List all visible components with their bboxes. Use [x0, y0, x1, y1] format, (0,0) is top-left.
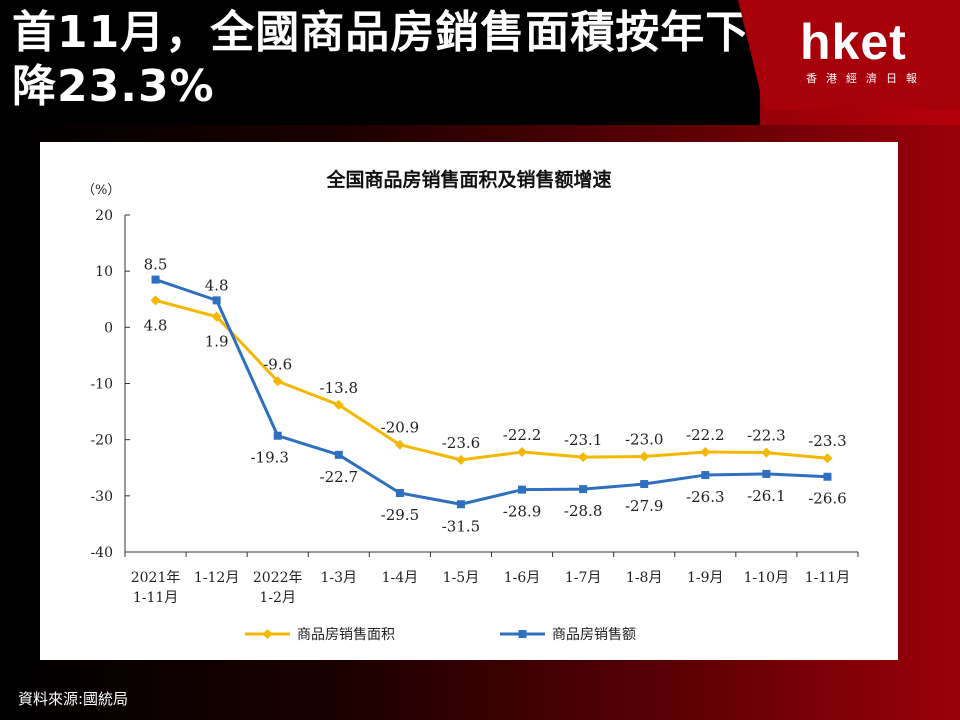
data-point: [334, 450, 343, 459]
data-label: -26.6: [808, 490, 846, 508]
hket-logo[interactable]: hket: [800, 14, 907, 70]
data-label: -23.0: [625, 431, 663, 449]
data-point: [395, 489, 404, 498]
x-tick-label: 1-5月: [443, 570, 480, 586]
chart-panel: 全国商品房销售面积及销售额增速 （%） 20 10 0 -10 -20 -30 -40 202…: [40, 142, 898, 660]
data-point: [639, 451, 650, 462]
data-label: 4.8: [144, 316, 168, 334]
data-label: -20.9: [381, 419, 419, 437]
data-point: [212, 296, 221, 305]
data-label: 1.9: [205, 333, 229, 351]
data-point: [640, 480, 649, 489]
legend-label: 商品房销售额: [552, 627, 636, 643]
data-label: -13.8: [320, 379, 358, 397]
x-tick-label: 1-3月: [321, 570, 358, 586]
data-point: [456, 500, 465, 509]
data-point: [151, 275, 160, 284]
legend-marker: [262, 629, 273, 639]
line-chart: 全国商品房销售面积及销售额增速 （%） 20 10 0 -10 -20 -30 -40 202…: [82, 168, 859, 643]
data-label: 8.5: [144, 256, 168, 274]
y-tick-label: 0: [104, 320, 113, 336]
data-point: [822, 453, 833, 464]
data-label: -23.1: [564, 431, 602, 449]
y-axis-unit: （%）: [82, 183, 120, 198]
data-label: -28.9: [503, 503, 541, 521]
data-label: -22.2: [686, 426, 724, 444]
data-point: [150, 295, 161, 306]
x-tick-label: 1-11月: [133, 590, 178, 606]
data-label: -26.3: [686, 488, 724, 506]
data-label: 4.8: [205, 276, 229, 294]
legend-label: 商品房销售面积: [297, 627, 395, 643]
x-tick-label: 2022年: [253, 570, 303, 586]
legend-marker: [518, 630, 527, 638]
source-note: 資料來源:國統局: [18, 690, 129, 708]
y-tick-label: 20: [95, 208, 113, 224]
logo-panel: [738, 0, 960, 110]
series-line: [155, 278, 828, 506]
data-point: [579, 485, 588, 494]
y-tick-label: -40: [90, 545, 113, 561]
data-label: -23.3: [808, 432, 846, 450]
x-tick-label: 1-4月: [382, 570, 419, 586]
data-label: -29.5: [381, 506, 419, 524]
data-point: [578, 452, 589, 463]
y-tick-label: -20: [90, 433, 113, 449]
x-tick-label: 1-9月: [687, 570, 724, 586]
data-point: [761, 447, 772, 458]
data-point: [272, 376, 283, 387]
data-point: [517, 447, 528, 458]
data-point: [701, 471, 710, 480]
data-label: -23.6: [442, 434, 480, 452]
title-band: [0, 0, 760, 125]
y-tick-label: -30: [90, 489, 113, 505]
x-tick-label: 1-12月: [194, 570, 239, 586]
data-point: [700, 447, 711, 458]
data-label: -27.9: [625, 497, 663, 515]
data-point: [394, 439, 405, 450]
x-tick-label: 1-6月: [504, 570, 541, 586]
data-point: [455, 454, 466, 465]
data-label: -19.3: [250, 449, 288, 467]
data-label: -22.2: [503, 426, 541, 444]
x-tick-label: 1-7月: [565, 570, 602, 586]
data-point: [762, 469, 771, 478]
data-point: [273, 431, 282, 440]
x-tick-label: 2021年: [131, 570, 181, 586]
x-tick-label: 1-10月: [744, 570, 789, 586]
x-tick-label: 1-2月: [259, 590, 296, 606]
y-tick-label: -10: [90, 377, 113, 393]
data-label: -22.7: [320, 468, 358, 486]
x-tick-label: 1-11月: [805, 570, 850, 586]
data-point: [333, 399, 344, 410]
chart-title: 全国商品房销售面积及销售额增速: [325, 168, 611, 191]
data-label: -28.8: [564, 502, 602, 520]
data-label: -9.6: [263, 355, 292, 373]
data-label: -31.5: [442, 517, 480, 535]
data-label: -22.3: [747, 427, 785, 445]
hket-logo-subtitle: 香港經濟日報: [806, 72, 926, 85]
series-line: [155, 298, 828, 462]
data-label: -26.1: [747, 487, 785, 505]
data-point: [823, 472, 832, 481]
x-tick-label: 1-8月: [626, 570, 663, 586]
data-point: [211, 311, 222, 322]
y-tick-label: 10: [95, 264, 113, 280]
data-point: [518, 485, 527, 494]
headline: 首11月，全國商品房銷售面積按年下降23.3%: [12, 7, 751, 112]
